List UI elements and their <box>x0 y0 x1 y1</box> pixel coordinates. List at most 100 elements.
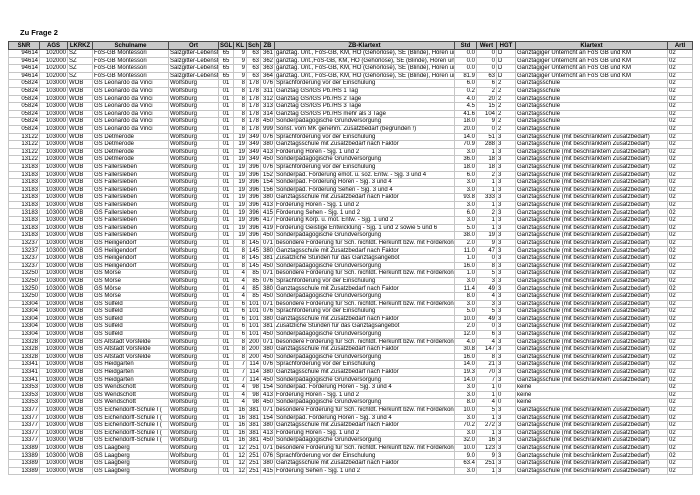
cell-wert: 18 <box>476 162 497 172</box>
cell-ort: Wolfsburg <box>168 79 219 88</box>
cell-schulname: GS Sülfeld <box>92 307 169 316</box>
cell-wert: 19 <box>476 231 497 240</box>
cell-sgl: 01 <box>218 284 234 293</box>
cell-snr: 13353 <box>8 383 40 392</box>
cell-std: 0.2 <box>454 86 477 96</box>
cell-wert: 1 <box>476 428 497 438</box>
cell-hgt: 3 <box>496 466 516 476</box>
cell-ags: 102000 <box>39 56 68 66</box>
column-header-schulname: Schulname <box>92 41 169 50</box>
cell-zb_klartext: Sprachförderung vor der Einschulung <box>274 307 455 316</box>
cell-snr: 13183 <box>8 170 40 180</box>
cell-wert: 2 <box>476 208 497 218</box>
cell-artl: 02 <box>667 269 693 278</box>
cell-zb: 076 <box>260 451 275 461</box>
cell-klartext: Ganztagsschule (mit beschränktem Zusatzb… <box>515 208 668 218</box>
cell-klartext: Ganztagsschule (mit beschränktem Zusatzb… <box>515 155 668 164</box>
cell-snr: 13250 <box>8 276 40 286</box>
cell-lkrkz: WOB <box>67 466 93 476</box>
cell-sch: 178 <box>246 117 261 126</box>
cell-hgt: 2 <box>496 79 516 88</box>
cell-kl: 19 <box>233 193 247 202</box>
cell-ort: Wolfsburg <box>168 360 219 369</box>
column-header-kl: KL <box>233 41 247 50</box>
cell-sgl: 01 <box>218 345 234 354</box>
cell-lkrkz: SZ <box>67 49 93 58</box>
cell-zb: 413 <box>260 390 275 400</box>
cell-wert: 1 <box>476 178 497 187</box>
cell-zb_klartext: Sonderpädagogische Grundversorgung <box>274 436 455 445</box>
cell-sch: 200 <box>246 345 261 354</box>
cell-kl: 19 <box>233 147 247 157</box>
cell-kl: 4 <box>233 276 247 286</box>
cell-klartext: Ganztagsschule (mit beschränktem Zusatzb… <box>515 337 668 347</box>
cell-sgl: 01 <box>218 86 234 96</box>
cell-klartext: Ganztagsschule (mit beschränktem Zusatzb… <box>515 193 668 202</box>
cell-sgl: 01 <box>218 299 234 309</box>
cell-klartext: Ganztagsschule <box>515 86 668 96</box>
cell-sgl: 01 <box>218 246 234 256</box>
cell-wert: 51 <box>476 132 497 142</box>
cell-klartext: Ganztagsschule (mit beschränktem Zusatzb… <box>515 428 668 438</box>
cell-zb_klartext: Sprachförderung vor der Einschulung <box>274 132 455 142</box>
cell-kl: 16 <box>233 405 247 415</box>
cell-schulname: GS Leonardo da Vinci <box>92 124 169 134</box>
cell-artl: 02 <box>667 109 693 119</box>
cell-lkrkz: WOB <box>67 254 93 263</box>
cell-schulname: GS Eichendorff-Schule I ( <box>92 413 169 423</box>
cell-lkrkz: SZ <box>67 64 93 73</box>
cell-std: 4.5 <box>454 102 477 111</box>
cell-schulname: GS Heiligendorf <box>92 238 169 248</box>
cell-lkrkz: WOB <box>67 269 93 278</box>
cell-ags: 103000 <box>39 223 68 233</box>
cell-ort: Wolfsburg <box>168 428 219 438</box>
cell-lkrkz: WOB <box>67 421 93 430</box>
cell-sch: 145 <box>246 246 261 256</box>
cell-sch: 381 <box>246 436 261 445</box>
cell-lkrkz: WOB <box>67 360 93 369</box>
cell-ags: 103000 <box>39 299 68 309</box>
cell-ort: Wolfsburg <box>168 261 219 271</box>
cell-zb_klartext: Sonderpäd. Förderung Hören - Sjg. 3 und … <box>274 178 455 187</box>
cell-wert: 2 <box>476 170 497 180</box>
cell-klartext: Ganztagsschule (mit beschränktem Zusatzb… <box>515 314 668 324</box>
cell-ort: Wolfsburg <box>168 254 219 263</box>
cell-snr: 05824 <box>8 94 40 104</box>
cell-zb: 450 <box>260 329 275 339</box>
cell-sch: 396 <box>246 185 261 195</box>
cell-ort: Salzgitter-Lebenstedt <box>168 64 219 73</box>
cell-kl: 6 <box>233 299 247 309</box>
cell-hgt: 3 <box>496 292 516 301</box>
cell-ort: Wolfsburg <box>168 147 219 157</box>
table-row: 13304 103000 WOB GS Sülfeld Wolfsburg 01 6 101 4… <box>8 329 693 339</box>
table-row: 94614 102000 SZ FöS-GB Montessori Salzgitter… <box>8 64 693 73</box>
cell-kl: 12 <box>233 443 247 453</box>
cell-artl: 02 <box>667 170 693 180</box>
cell-hgt: 3 <box>496 231 516 240</box>
cell-std: 14.0 <box>454 360 477 369</box>
cell-schulname: FöS-GB Montessori <box>92 56 169 66</box>
cell-hgt: 3 <box>496 428 516 438</box>
cell-schulname: GS Laagberg <box>92 451 169 461</box>
cell-ort: Wolfsburg <box>168 86 219 96</box>
cell-snr: 13341 <box>8 360 40 369</box>
cell-sch: 251 <box>246 451 261 461</box>
cell-wert: 147 <box>476 345 497 354</box>
cell-sgl: 01 <box>218 421 234 430</box>
table-row: 13237 103000 WOB GS Heiligendorf Wolfsburg 01… <box>8 254 693 263</box>
cell-schulname: GS Heidgarten <box>92 375 169 385</box>
cell-ort: Wolfsburg <box>168 193 219 202</box>
cell-snr: 13122 <box>8 147 40 157</box>
cell-ags: 103000 <box>39 261 68 271</box>
cell-artl: 02 <box>667 307 693 316</box>
column-header-zb: ZB <box>260 41 275 50</box>
cell-schulname: GS Detmerode <box>92 132 169 142</box>
cell-hgt: 3 <box>496 451 516 461</box>
cell-wert: 1 <box>476 466 497 476</box>
table-row: 05824 103000 WOB GS Leonardo da Vinci Wolfsb… <box>8 117 693 126</box>
cell-snr: 13183 <box>8 185 40 195</box>
cell-sch: 349 <box>246 147 261 157</box>
cell-zb: 076 <box>260 79 275 88</box>
cell-sch: 178 <box>246 86 261 96</box>
cell-klartext: Ganztagsschule (mit beschränktem Zusatzb… <box>515 421 668 430</box>
